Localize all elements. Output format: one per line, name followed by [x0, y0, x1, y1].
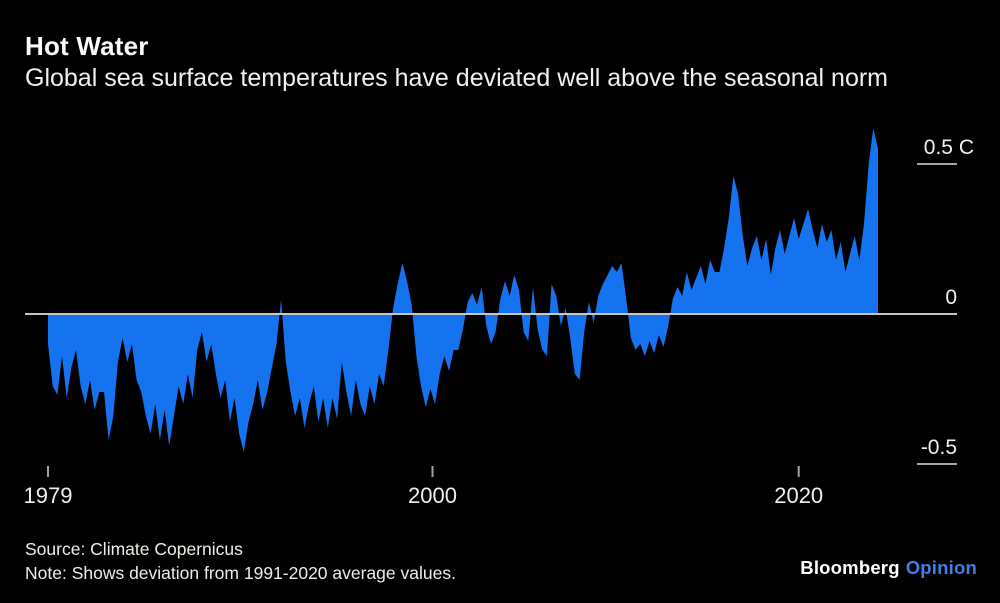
bloomberg-logo: Bloomberg Opinion: [800, 557, 977, 579]
y-axis-label: 0.5 C: [923, 136, 974, 159]
chart-subtitle: Global sea surface temperatures have dev…: [25, 64, 889, 92]
x-axis-ticks: [47, 466, 800, 477]
x-axis-label: 2000: [408, 483, 457, 508]
temperature-area-series: [48, 128, 878, 452]
x-axis-label: 2020: [774, 483, 824, 508]
chart-title: Hot Water: [25, 31, 149, 61]
source-text: Source: Climate Copernicus: [25, 539, 243, 559]
y-axis-ticks: [917, 163, 957, 465]
y-axis-label: 0: [945, 286, 957, 309]
brand-name: Bloomberg: [800, 557, 900, 578]
brand-edition: Opinion: [905, 557, 977, 578]
x-axis-label: 1979: [23, 483, 73, 508]
note-text: Note: Shows deviation from 1991-2020 ave…: [25, 563, 456, 583]
y-axis-label: -0.5: [920, 436, 957, 459]
